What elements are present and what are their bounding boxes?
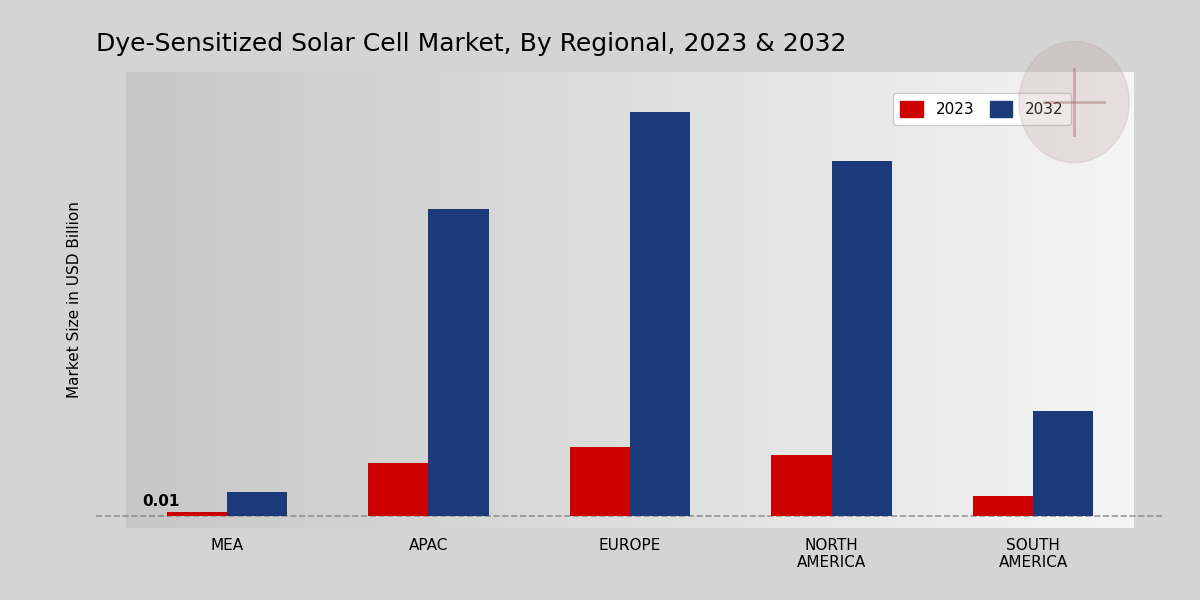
Bar (167, 512, 227, 516)
Bar (772, 455, 832, 516)
Legend: 2023, 2032: 2023, 2032 (893, 94, 1070, 125)
Bar (570, 447, 630, 516)
Circle shape (1019, 41, 1129, 163)
Bar (1033, 411, 1093, 516)
Text: 0.01: 0.01 (143, 494, 180, 509)
Bar (972, 496, 1033, 516)
Bar (368, 463, 428, 516)
Bar (832, 161, 892, 516)
Bar (227, 491, 288, 516)
Text: Dye-Sensitized Solar Cell Market, By Regional, 2023 & 2032: Dye-Sensitized Solar Cell Market, By Reg… (96, 32, 846, 56)
Bar (428, 209, 488, 516)
Y-axis label: Market Size in USD Billion: Market Size in USD Billion (67, 202, 82, 398)
Bar (630, 112, 690, 516)
